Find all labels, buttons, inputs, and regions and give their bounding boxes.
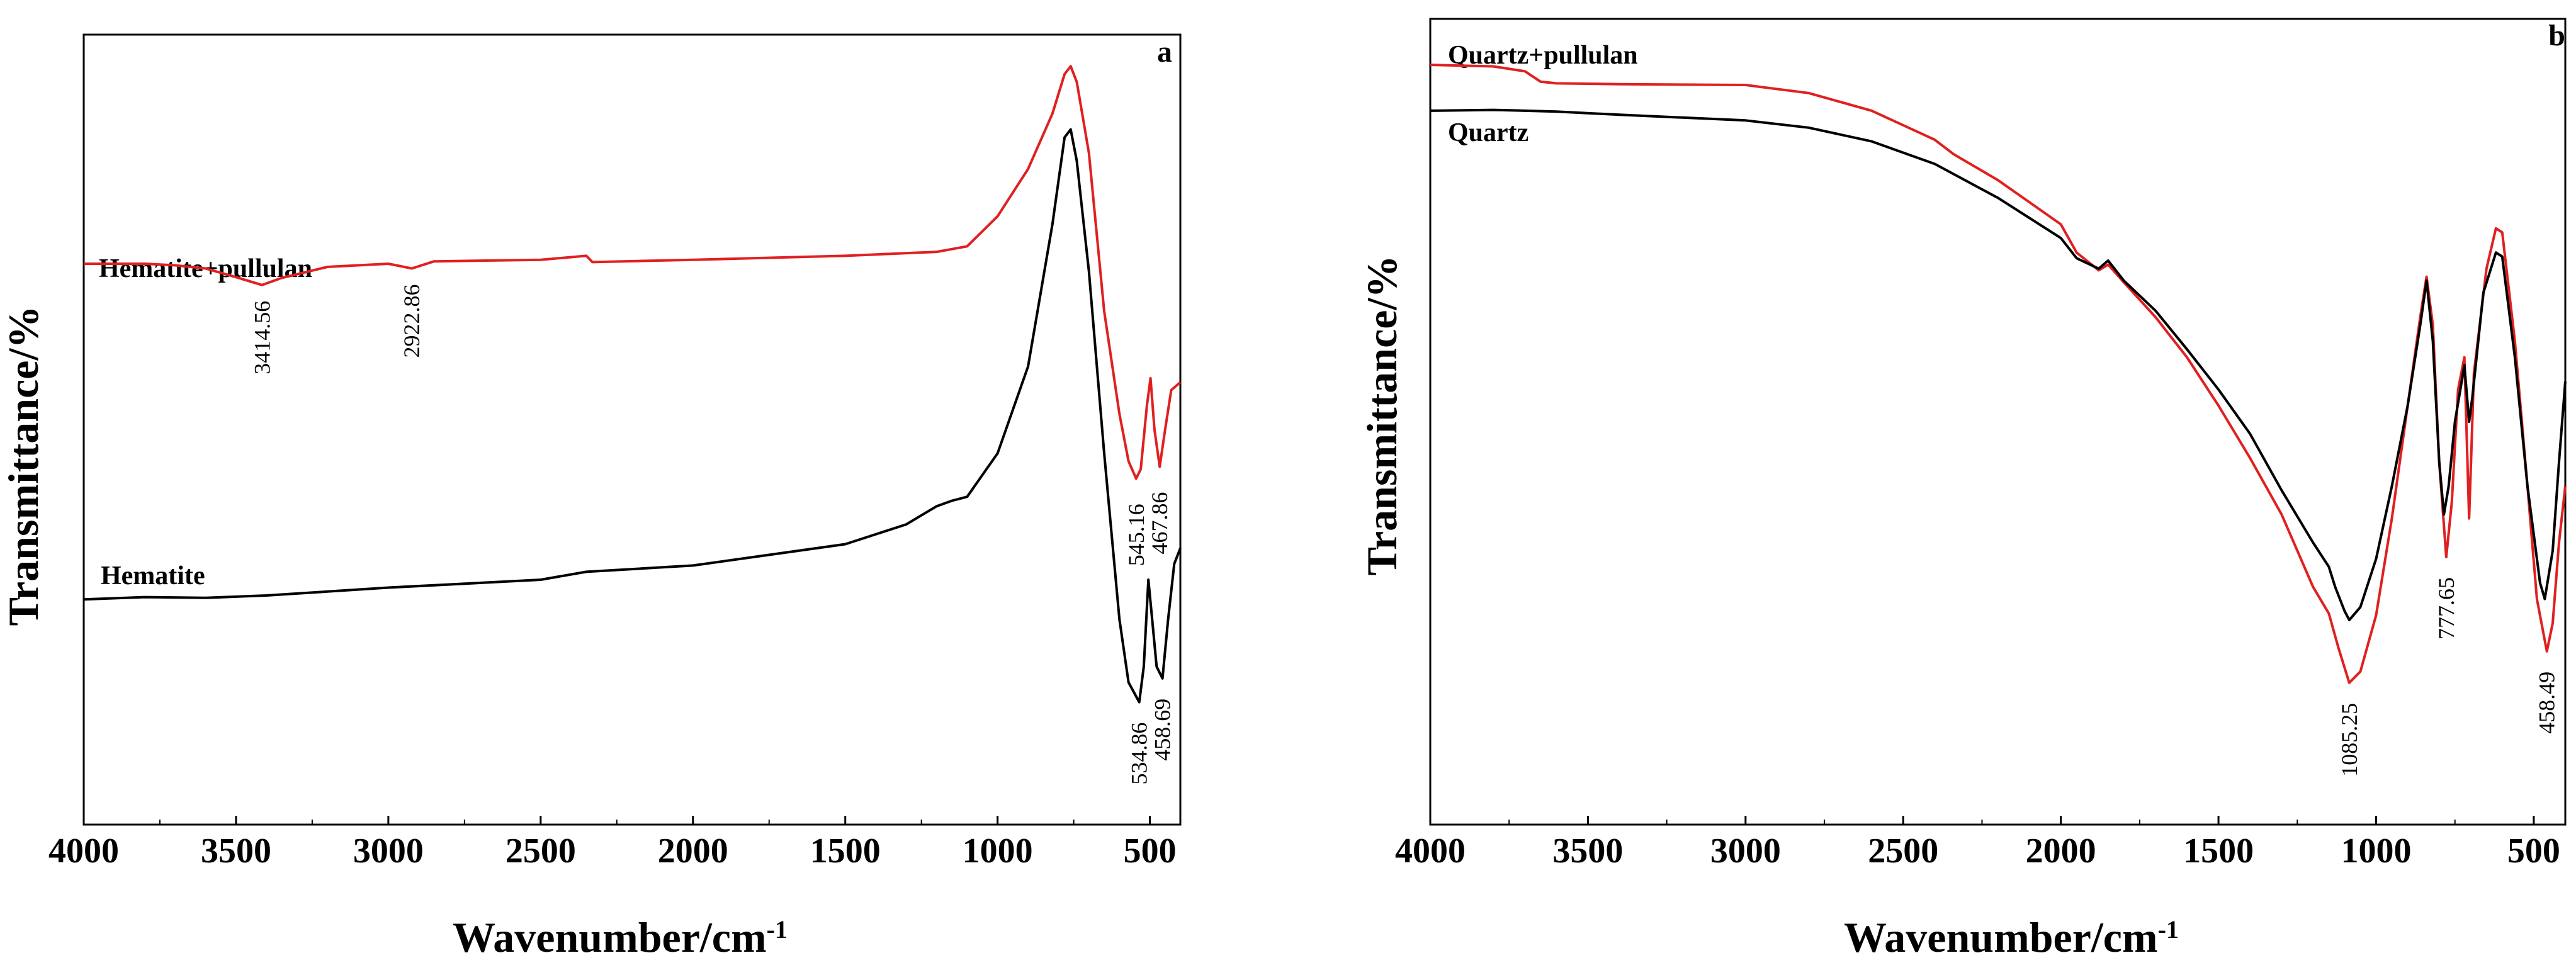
panel-b-x-tick-label: 4000 bbox=[1395, 832, 1466, 871]
panel-a-x-tick-label: 3000 bbox=[353, 832, 424, 871]
panel-a: Transmittance/% Wavenumber/cm-1 a Hemati… bbox=[0, 33, 1182, 961]
panel-a-x-tick-label: 500 bbox=[1124, 832, 1177, 871]
panel-a-series-hematite-line bbox=[83, 128, 1182, 704]
panel-b-x-tick-label: 2000 bbox=[2026, 832, 2096, 871]
panel-b-x-tick-label: 1500 bbox=[2183, 832, 2254, 871]
panel-b-series-quartz-line bbox=[1430, 108, 2567, 621]
panel-b-x-tick-label: 3500 bbox=[1552, 832, 1623, 871]
panel-a-peak-label: 3414.56 bbox=[249, 301, 274, 375]
panel-b-peak-label: 777.65 bbox=[2434, 577, 2459, 640]
panel-b-x-tick-label: 1000 bbox=[2341, 832, 2412, 871]
panel-a-peak-label: 2922.86 bbox=[399, 285, 424, 358]
panel-a-series-label-hematite: Hematite bbox=[101, 561, 205, 590]
panel-a-peak-label: 458.69 bbox=[1150, 699, 1175, 761]
panel-b-series-quartz-pullulan-line bbox=[1430, 64, 2567, 684]
panel-b-plot-frame bbox=[1429, 18, 2567, 826]
panel-b-y-axis-title: Transmittance/% bbox=[1358, 256, 1406, 576]
panel-a-series-hematite-pullulan-line bbox=[84, 65, 1182, 480]
panel-a-x-tick-label: 1000 bbox=[963, 832, 1033, 871]
panel-b-x-tick-label: 2500 bbox=[1868, 832, 1938, 871]
panel-b-series-label-quartz: Quartz bbox=[1448, 118, 1528, 147]
panel-a-peak-label: 545.16 bbox=[1124, 504, 1149, 566]
panel-a-peak-label: 467.86 bbox=[1147, 492, 1172, 555]
panel-b-x-tick-label: 500 bbox=[2507, 832, 2560, 871]
panel-a-peak-label: 534.86 bbox=[1127, 723, 1152, 785]
panel-a-letter: a bbox=[1157, 35, 1172, 69]
panel-b-peak-label: 458.49 bbox=[2534, 672, 2560, 734]
panel-a-x-tick-label: 2000 bbox=[658, 832, 728, 871]
panel-a-plot-frame bbox=[82, 33, 1182, 826]
panel-b: Transmittance/% Wavenumber/cm-1 b Quartz… bbox=[1358, 18, 2567, 961]
panel-b-letter: b bbox=[2548, 19, 2565, 52]
panel-b-x-tick-label: 3000 bbox=[1710, 832, 1781, 871]
panel-a-x-tick-label: 3500 bbox=[201, 832, 271, 871]
panel-a-x-tick-label: 4000 bbox=[48, 832, 119, 871]
panel-b-peak-label: 1085.25 bbox=[2337, 703, 2362, 777]
panel-a-y-axis-title: Transmittance/% bbox=[0, 306, 47, 626]
panel-a-x-tick-label: 2500 bbox=[506, 832, 576, 871]
panel-a-x-tick-label: 1500 bbox=[810, 832, 881, 871]
panel-b-x-axis-title: Wavenumber/cm-1 bbox=[1844, 913, 2179, 961]
panel-a-x-axis-title: Wavenumber/cm-1 bbox=[453, 913, 788, 961]
